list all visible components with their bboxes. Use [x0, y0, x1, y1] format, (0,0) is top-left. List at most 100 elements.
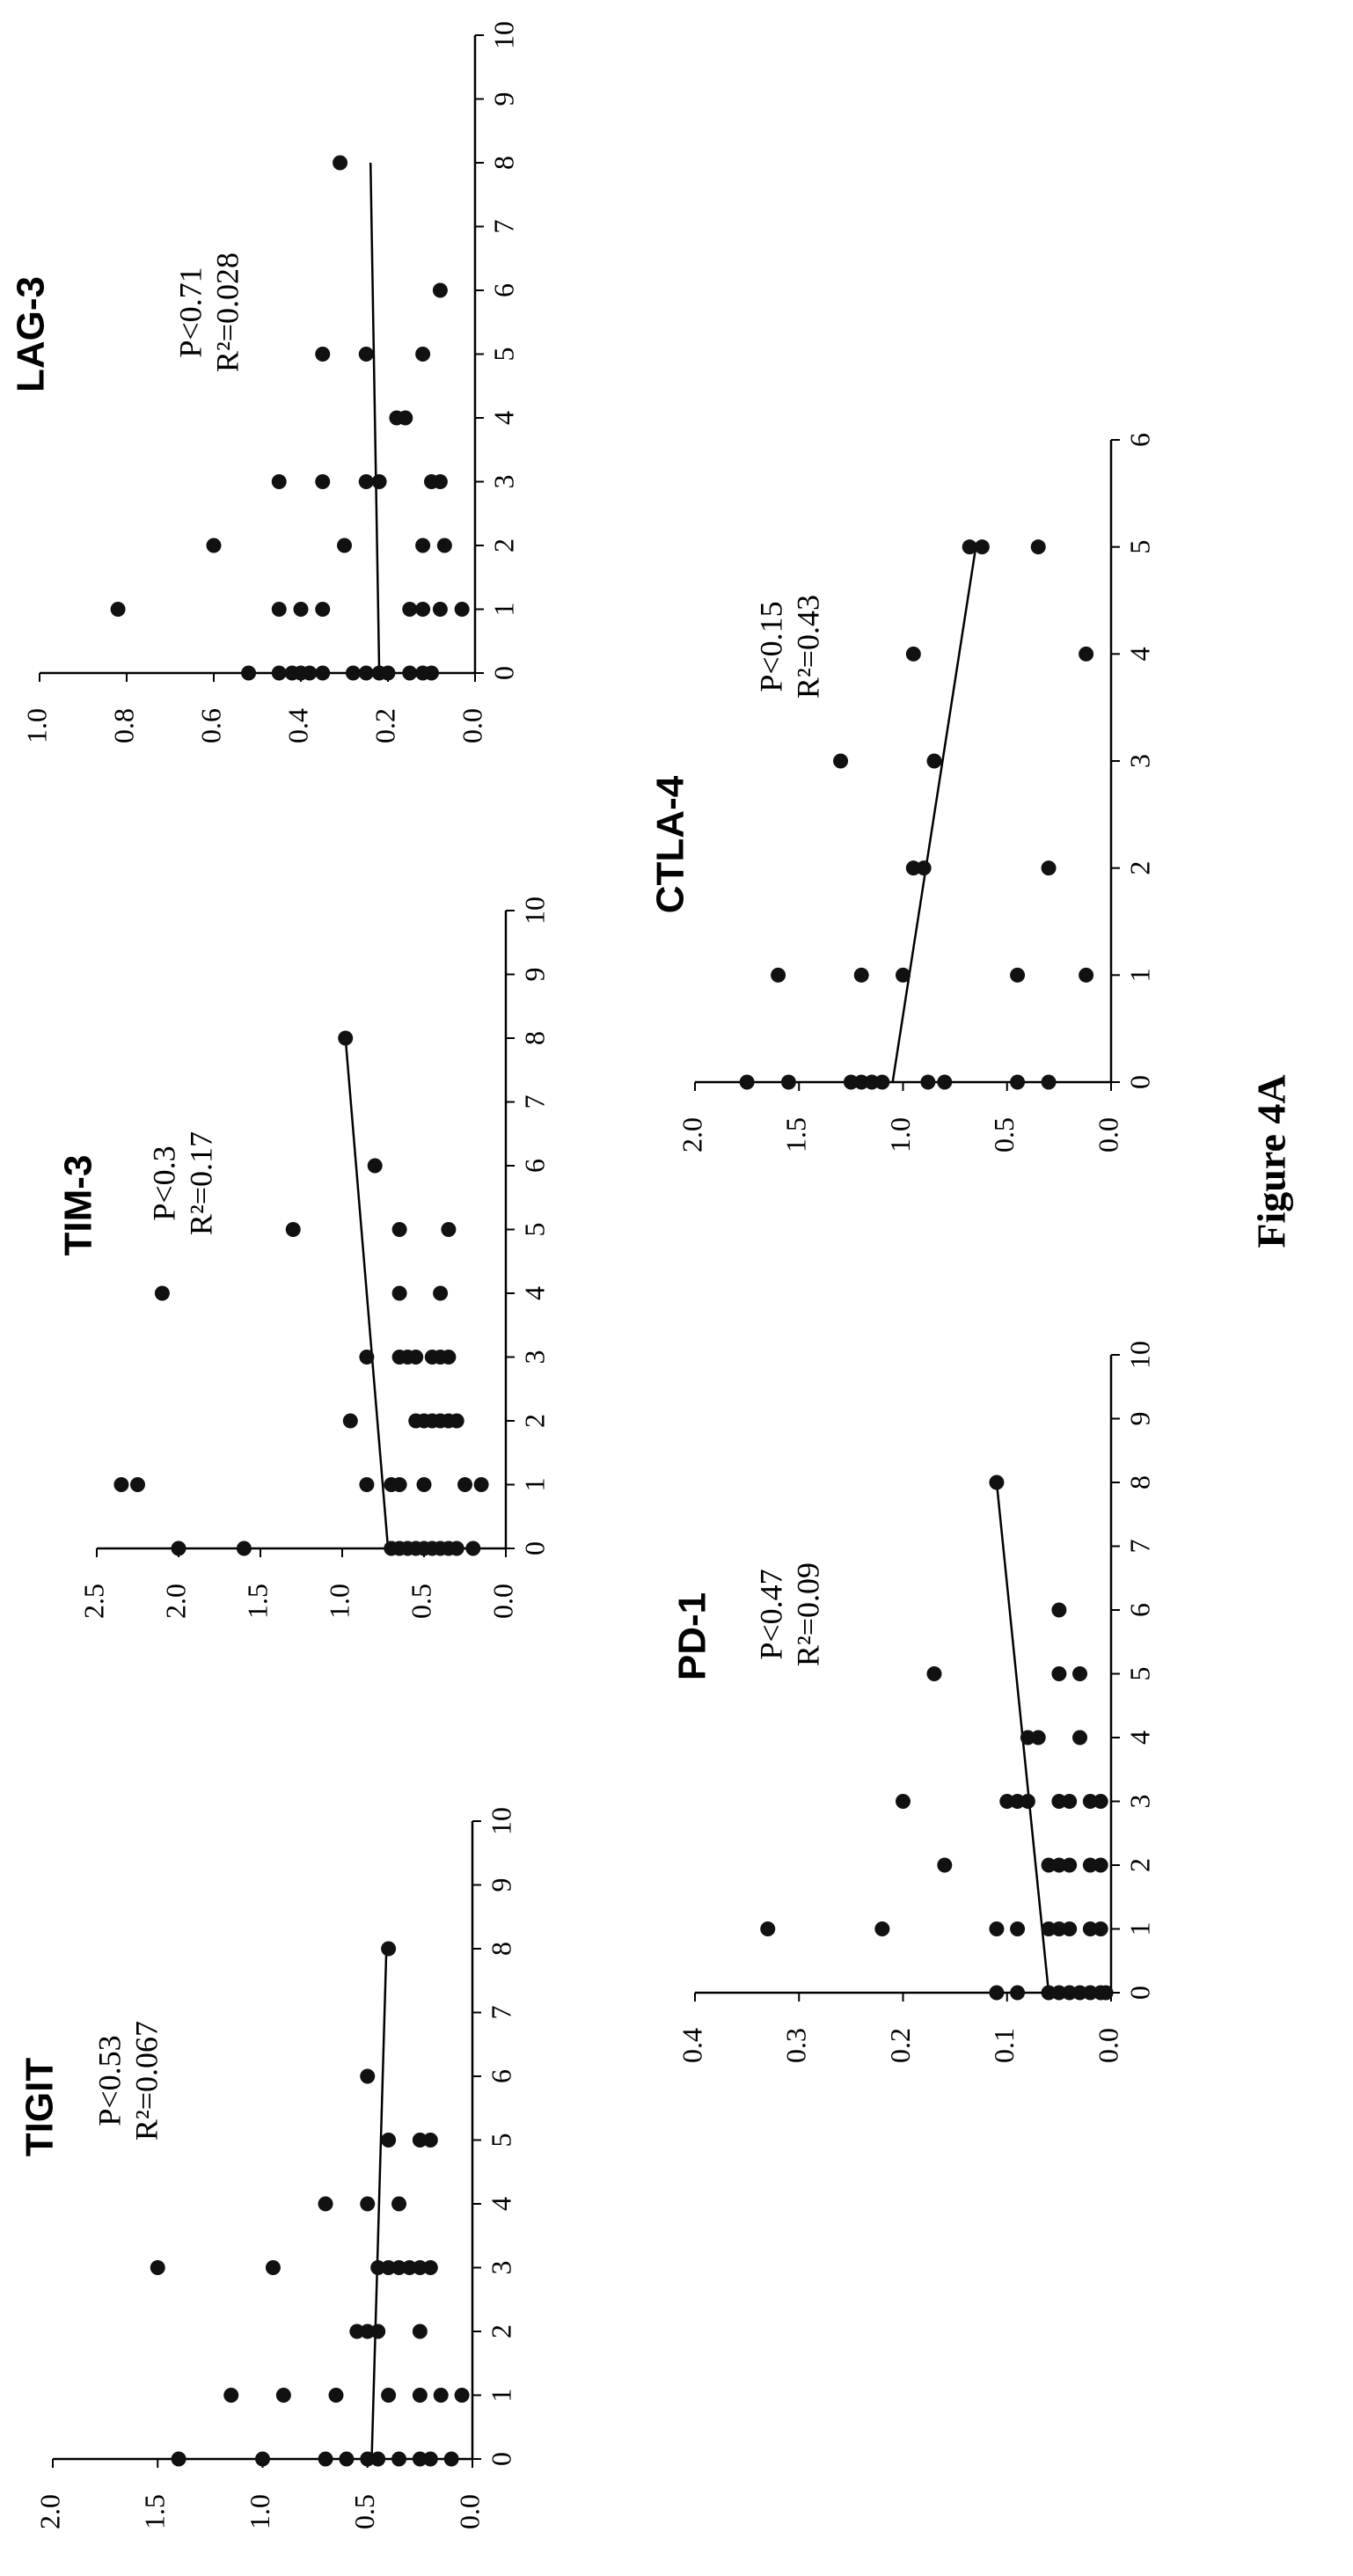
- data-point: [937, 1074, 953, 1090]
- data-point: [937, 1857, 953, 1873]
- panel-title: TIM-3: [57, 1155, 100, 1256]
- data-point: [370, 2451, 386, 2467]
- data-point: [874, 1921, 890, 1936]
- data-point: [315, 474, 331, 489]
- x-tick-label: 9: [518, 968, 550, 982]
- data-point: [380, 665, 396, 681]
- y-tick-label: 0.2: [369, 708, 400, 743]
- y-tick-label: 0.6: [194, 708, 226, 743]
- data-point: [974, 539, 990, 555]
- x-tick-label: 3: [1123, 754, 1155, 768]
- data-point: [381, 2133, 397, 2148]
- data-point: [360, 2451, 376, 2467]
- x-tick-label: 6: [1123, 433, 1155, 447]
- data-point: [415, 602, 431, 617]
- x-tick-label: 7: [1123, 1540, 1155, 1554]
- data-point: [1062, 1794, 1078, 1809]
- p-value-label: P<0.53: [91, 2035, 127, 2126]
- data-point: [318, 2196, 333, 2212]
- panel-title: TIGIT: [18, 2058, 62, 2157]
- data-point: [1062, 1921, 1078, 1936]
- data-point: [457, 1477, 472, 1492]
- y-tick-label: 0.8: [107, 708, 139, 743]
- data-point: [110, 602, 126, 617]
- data-point: [349, 2324, 365, 2339]
- x-tick-label: 3: [518, 1350, 550, 1365]
- data-point: [1051, 1666, 1067, 1681]
- data-point: [236, 1540, 252, 1556]
- data-point: [370, 2324, 386, 2339]
- data-point: [402, 602, 418, 617]
- data-point: [275, 2388, 291, 2403]
- data-point: [989, 1475, 1005, 1490]
- data-point: [1010, 1074, 1026, 1090]
- y-tick-label: 1.0: [20, 708, 52, 743]
- data-point: [391, 1285, 407, 1301]
- x-tick-label: 0: [1123, 1075, 1155, 1089]
- data-point: [896, 1794, 911, 1809]
- data-point: [265, 2260, 281, 2275]
- data-point: [916, 860, 932, 876]
- data-point: [223, 2388, 239, 2403]
- data-point: [864, 1074, 880, 1090]
- x-tick-label: 8: [485, 1942, 516, 1956]
- p-value-label: P<0.3: [146, 1145, 181, 1220]
- data-point: [359, 1477, 375, 1492]
- y-tick-label: 1.0: [323, 1584, 355, 1619]
- y-tick-label: 2.0: [33, 2494, 65, 2529]
- x-tick-label: 8: [487, 156, 519, 170]
- y-tick-label: 2.0: [159, 1584, 191, 1619]
- x-tick-label: 5: [1123, 1667, 1155, 1681]
- data-point: [465, 1540, 481, 1556]
- data-point: [302, 665, 318, 681]
- y-tick-label: 2.0: [676, 1117, 707, 1153]
- data-point: [1093, 1857, 1108, 1873]
- data-point: [1079, 967, 1094, 983]
- data-point: [853, 1074, 869, 1090]
- data-point: [1020, 1794, 1035, 1809]
- x-tick-label: 1: [1123, 1922, 1155, 1936]
- data-point: [739, 1074, 755, 1090]
- data-point: [206, 538, 222, 553]
- x-tick-label: 0: [518, 1541, 550, 1555]
- y-tick-label: 0.0: [486, 1584, 518, 1619]
- trend-line: [370, 1948, 388, 2460]
- data-point: [391, 1477, 407, 1492]
- data-point: [415, 538, 431, 553]
- x-tick-label: 9: [1123, 1412, 1155, 1426]
- data-point: [1082, 1985, 1098, 2001]
- y-tick-label: 0.5: [348, 2494, 380, 2529]
- data-point: [905, 646, 921, 662]
- data-point: [113, 1477, 129, 1492]
- x-tick-label: 0: [485, 2452, 516, 2466]
- data-point: [412, 2260, 428, 2275]
- data-point: [926, 753, 942, 769]
- data-point: [999, 1794, 1015, 1809]
- x-tick-label: 6: [487, 283, 519, 297]
- x-tick-label: 2: [487, 538, 519, 553]
- data-point: [391, 2260, 407, 2275]
- x-tick-label: 5: [1123, 540, 1155, 554]
- figure-caption: Figure 4A: [1248, 1074, 1294, 1248]
- data-point: [338, 1030, 354, 1046]
- data-point: [358, 665, 374, 681]
- data-point: [896, 967, 911, 983]
- x-tick-label: 6: [518, 1159, 550, 1173]
- trend-line: [891, 546, 977, 1083]
- data-point: [342, 1413, 358, 1429]
- y-tick-label: 0.0: [1092, 1117, 1123, 1153]
- y-tick-label: 0.0: [1092, 2028, 1123, 2063]
- x-tick-label: 2: [1123, 861, 1155, 875]
- x-tick-label: 2: [518, 1414, 550, 1428]
- data-point: [416, 1477, 432, 1492]
- panel-tim-3: 0 1 2 3 4 5 6 7 8 9 10 0.0 0.5 1.0 1.5 2.0 2.5 TIM-3 P<0.3…: [57, 896, 551, 1619]
- data-point: [1030, 1730, 1046, 1745]
- data-point: [422, 2260, 438, 2275]
- data-point: [441, 1350, 457, 1365]
- p-value-label: P<0.47: [753, 1569, 788, 1659]
- data-point: [449, 1540, 464, 1556]
- data-point: [271, 665, 287, 681]
- data-point: [473, 1477, 489, 1492]
